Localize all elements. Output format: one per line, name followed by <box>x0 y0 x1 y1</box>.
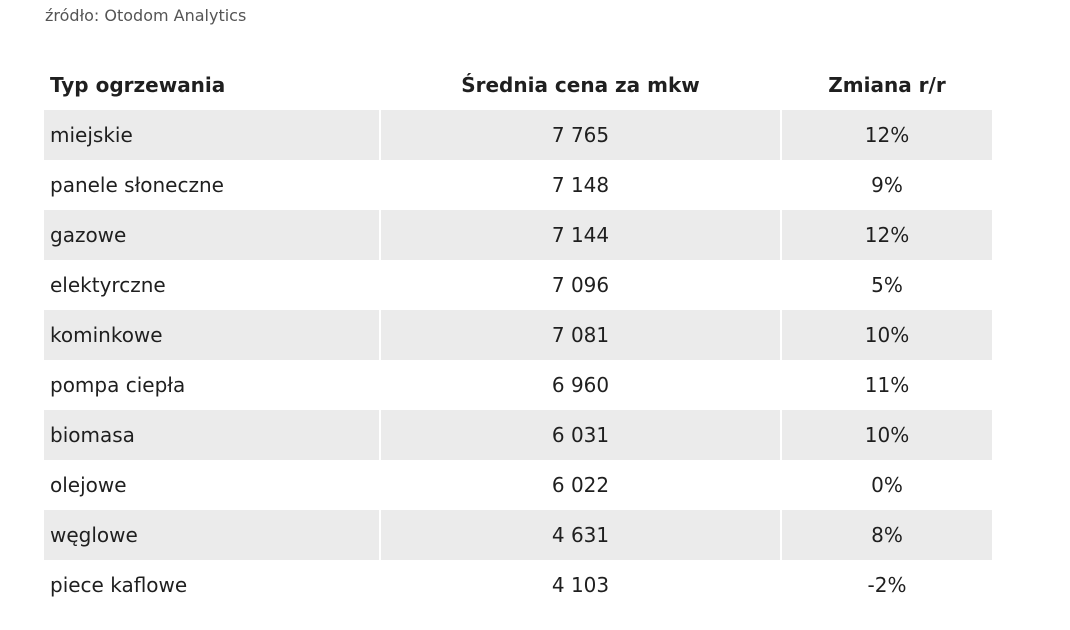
table-row: gazowe 7 144 12% <box>44 210 992 260</box>
table-cell: 7 081 <box>381 310 780 360</box>
table-cell: 11% <box>864 373 910 397</box>
table-cell: 4 103 <box>551 573 610 597</box>
table-row: węglowe 4 631 8% <box>44 510 992 560</box>
table-cell: elektyrczne <box>50 273 166 297</box>
table-cell: miejskie <box>44 110 379 160</box>
table-cell: biomasa <box>44 410 379 460</box>
table-cell: kominkowe <box>44 310 379 360</box>
table-row: biomasa 6 031 10% <box>44 410 992 460</box>
header-cell: Średnia cena za mkw <box>461 73 700 97</box>
table-cell: 7 144 <box>381 210 780 260</box>
table-cell: 4 631 <box>381 510 780 560</box>
table-cell: 10% <box>782 410 992 460</box>
table-cell: 10% <box>782 310 992 360</box>
table-cell: piece kaflowe <box>50 573 188 597</box>
header-row: Typ ogrzewania Średnia cena za mkw Zmiana … <box>44 60 992 110</box>
table-cell: -2% <box>867 573 907 597</box>
header-cell: Zmiana r/r <box>828 73 946 97</box>
table-row: panele słoneczne 7 148 9% <box>44 160 992 210</box>
table-cell: 7 096 <box>551 273 610 297</box>
price-table: Typ ogrzewania Średnia cena za mkw Zmiana … <box>42 60 994 610</box>
table-cell: panele słoneczne <box>50 173 224 197</box>
table-cell: 8% <box>782 510 992 560</box>
table-cell: 7 148 <box>551 173 610 197</box>
table-cell: 7 765 <box>381 110 780 160</box>
table-row: elektyrczne 7 096 5% <box>44 260 992 310</box>
table-cell: węglowe <box>44 510 379 560</box>
table-cell: 6 022 <box>551 473 610 497</box>
table-row: pompa ciepła 6 960 11% <box>44 360 992 410</box>
table-cell: olejowe <box>50 473 127 497</box>
table-cell: 5% <box>871 273 903 297</box>
table-cell: pompa ciepła <box>50 373 186 397</box>
table-row: kominkowe 7 081 10% <box>44 310 992 360</box>
source-note: źródło: Otodom Analytics <box>45 6 247 25</box>
table-cell: 12% <box>782 210 992 260</box>
table-cell: 0% <box>871 473 903 497</box>
table-cell: 9% <box>871 173 903 197</box>
table-row: miejskie 7 765 12% <box>44 110 992 160</box>
table-cell: 12% <box>782 110 992 160</box>
table-cell: gazowe <box>44 210 379 260</box>
table-header: Typ ogrzewania Średnia cena za mkw Zmiana … <box>44 60 992 110</box>
header-cell: Typ ogrzewania <box>50 73 226 97</box>
table-cell: 6 960 <box>551 373 610 397</box>
table-cell: 6 031 <box>381 410 780 460</box>
table-row: olejowe 6 022 0% <box>44 460 992 510</box>
table-body: miejskie 7 765 12% panele słoneczne 7 148 9% g… <box>44 110 992 610</box>
table-row: piece kaflowe 4 103 -2% <box>44 560 992 610</box>
